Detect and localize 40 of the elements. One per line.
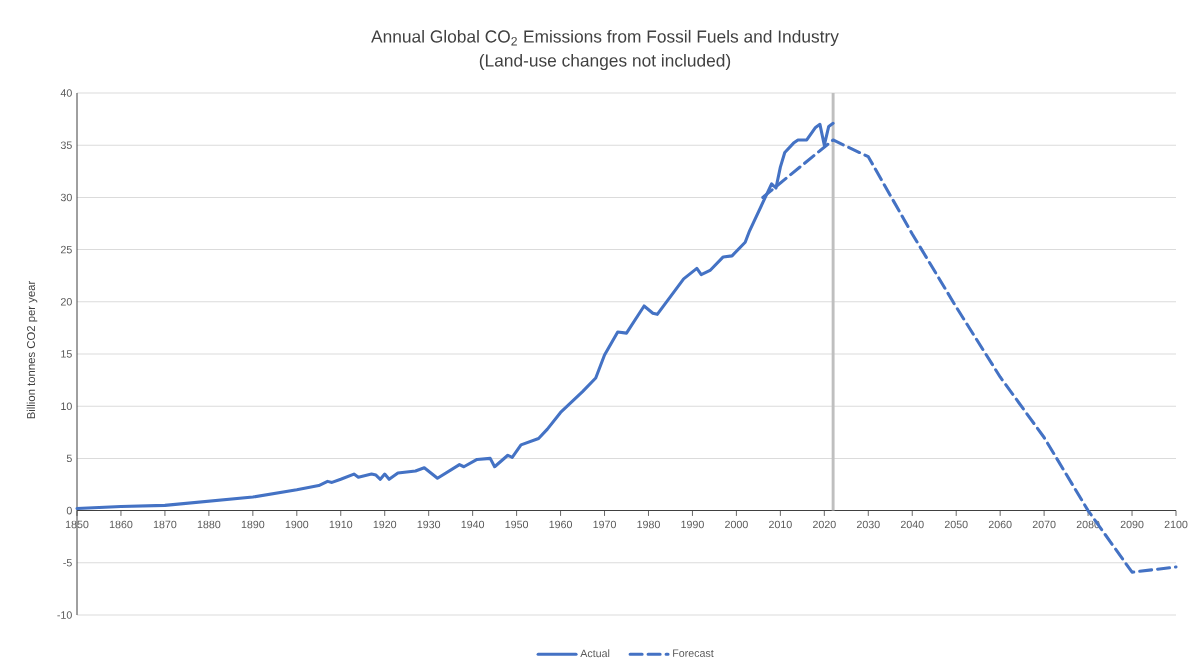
legend-label: Forecast [673, 649, 714, 657]
x-tick-label: 1890 [241, 520, 265, 529]
x-tick-label: 1950 [505, 520, 529, 529]
y-tick-label: 25 [60, 245, 72, 254]
x-tick-label: 1970 [593, 520, 616, 529]
x-tick-label: 2090 [1120, 520, 1144, 529]
y-tick-label: 20 [60, 298, 72, 306]
x-tick-label: 2100 [1164, 520, 1188, 529]
chart-subtitle: (Land-use changes not included) [479, 53, 731, 71]
x-tick-label: 2060 [988, 520, 1012, 529]
x-tick-label: 1920 [373, 520, 397, 529]
chart-title: Annual Global CO$_{2}$ Emissions from Fossil Fuels and Industry [371, 29, 839, 47]
x-tick-label: 2000 [725, 520, 748, 529]
x-tick-label: 1870 [153, 520, 177, 529]
x-tick-label: 1910 [329, 520, 353, 529]
x-tick-label: 1960 [549, 520, 573, 529]
x-tick-label: 1880 [197, 520, 221, 529]
x-tick-label: 1900 [285, 520, 309, 529]
y-tick-label: -5 [63, 559, 72, 567]
x-tick-label: 2070 [1032, 520, 1056, 529]
x-tick-label: 2040 [900, 520, 924, 529]
y-tick-label: 35 [60, 141, 72, 149]
x-tick-label: 1940 [461, 520, 485, 529]
x-tick-label: 1930 [417, 520, 441, 529]
x-tick-label: 2010 [769, 520, 792, 529]
legend-label: Actual [580, 649, 610, 658]
x-tick-label: 1980 [637, 520, 660, 529]
x-tick-label: 2050 [944, 520, 968, 529]
y-tick-label: 30 [60, 193, 72, 202]
y-tick-label: 40 [60, 89, 72, 97]
x-tick-label: 1990 [681, 520, 704, 529]
y-axis-title: Billion tonnes CO2 per year [26, 280, 38, 419]
y-tick-label: -10 [57, 611, 72, 619]
x-tick-label: 2020 [813, 520, 836, 529]
y-tick-label: 10 [61, 402, 72, 410]
x-tick-label: 1860 [109, 520, 133, 529]
x-tick-label: 2030 [856, 520, 880, 529]
y-tick-label: 15 [61, 350, 72, 358]
y-tick-label: 5 [66, 454, 72, 463]
y-tick-label: 0 [66, 506, 72, 515]
